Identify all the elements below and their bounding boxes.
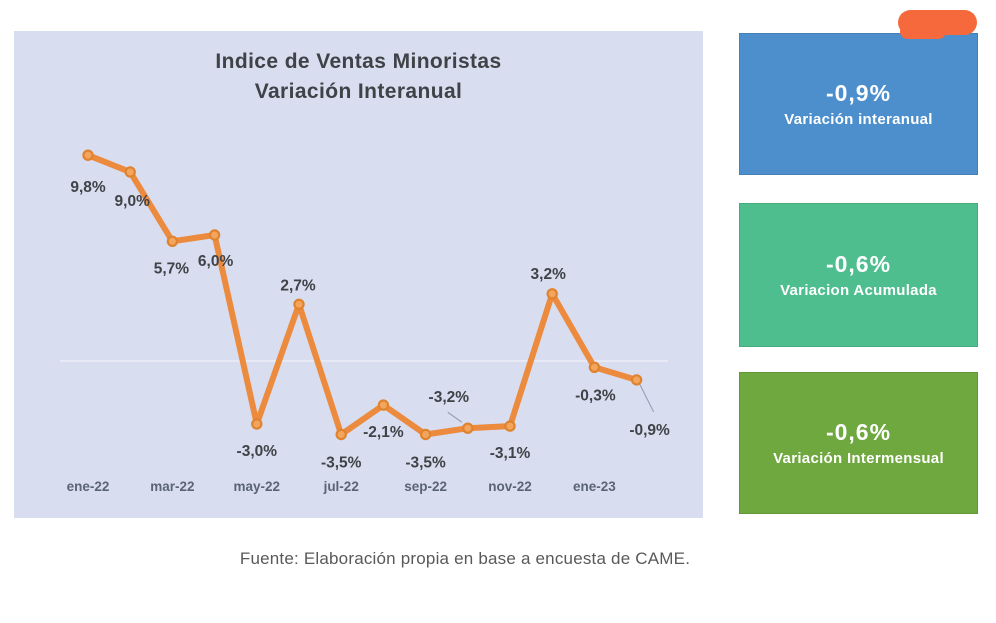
kpi-value: -0,6% (825, 251, 892, 277)
data-label: 2,7% (280, 277, 316, 294)
data-label: -0,9% (629, 422, 670, 439)
kpi-value: -0,6% (825, 419, 892, 445)
kpi-box-variacion-interanual: -0,9% Variación interanual (739, 33, 978, 175)
chart-title-line1: Indice de Ventas Minoristas (215, 50, 502, 73)
x-tick-label: ene-22 (67, 479, 110, 494)
data-label: -3,2% (429, 389, 470, 406)
chart-title-line2: Variación Interanual (254, 80, 463, 103)
line-chart: 9,8% 9,0% 5,7% 6,0% -3,0% 2,7% -3,5%-2,1%-3,5%… (60, 149, 670, 494)
data-label: -3,1% (490, 445, 531, 462)
data-label: -0,3% (575, 387, 616, 404)
kpi-box-variacion-intermensual: -0,6% Variación Intermensual (739, 372, 978, 514)
x-tick-label: may-22 (234, 479, 281, 494)
kpi-label: Variación interanual (784, 111, 933, 128)
kpi-value: -0,9% (825, 80, 892, 106)
data-label: 5,7% (154, 260, 190, 277)
kpi-label: Variacion Acumulada (780, 282, 937, 299)
source-caption: Fuente: Elaboración propia en base a enc… (239, 549, 691, 568)
x-tick-label: mar-22 (150, 479, 194, 494)
x-tick-label: sep-22 (404, 479, 447, 494)
data-label: -3,0% (237, 443, 278, 460)
x-tick-label: nov-22 (488, 479, 532, 494)
x-tick-label: jul-22 (323, 479, 359, 494)
data-label: 6,0% (198, 253, 234, 270)
chart-panel: 9,8% 9,0% 5,7% 6,0% -3,0% 2,7% -3,5% -2,1% -3,5%… (14, 31, 703, 518)
x-tick-label: ene-23 (573, 479, 616, 494)
data-label: -3,5% (321, 455, 362, 472)
data-label: 3,2% (531, 266, 567, 283)
kpi-label: Variación Intermensual (773, 450, 944, 467)
orange-scribble (898, 10, 977, 39)
data-label: 9,0% (115, 193, 151, 210)
data-label: -3,5% (405, 455, 446, 472)
data-label: -2,1% (363, 424, 404, 441)
chart-title: Indice de Ventas Minoristas Variación In… (14, 47, 703, 107)
data-label: 9,8% (70, 179, 106, 196)
orange-scribble-bump (900, 24, 946, 39)
kpi-box-variacion-acumulada: -0,6% Variacion Acumulada (739, 203, 978, 347)
